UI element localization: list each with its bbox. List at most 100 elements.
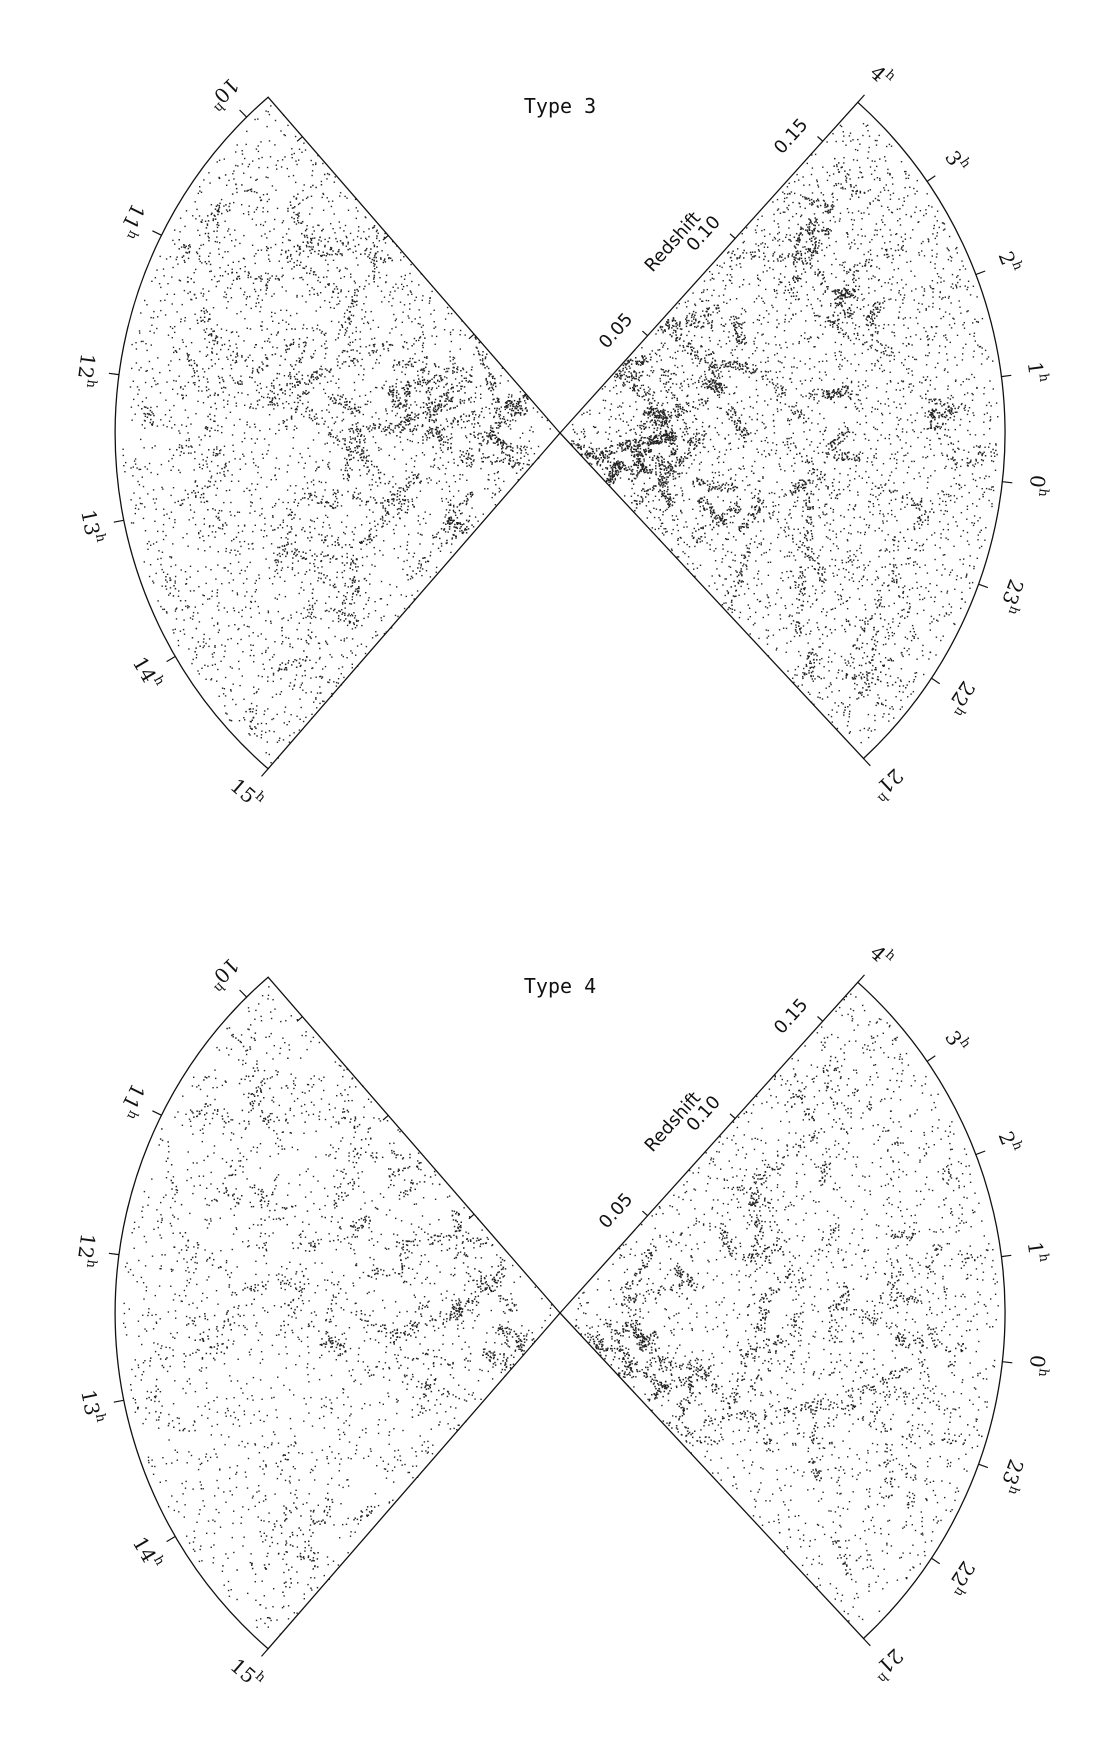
galaxy-point	[228, 461, 230, 463]
galaxy-point	[256, 298, 259, 300]
galaxy-point	[460, 454, 463, 456]
galaxy-point	[407, 486, 410, 489]
galaxy-point	[197, 375, 200, 378]
galaxy-point	[321, 230, 323, 232]
galaxy-point	[456, 522, 458, 524]
galaxy-point	[144, 466, 146, 468]
galaxy-point	[973, 446, 975, 448]
galaxy-point	[216, 236, 218, 238]
galaxy-point	[804, 379, 807, 381]
galaxy-point	[194, 451, 196, 453]
galaxy-point	[209, 418, 212, 421]
galaxy-point	[152, 582, 155, 584]
galaxy-point	[208, 638, 211, 640]
galaxy-point	[375, 481, 377, 483]
galaxy-point	[651, 366, 653, 368]
galaxy-point	[465, 371, 468, 373]
galaxy-point	[210, 406, 212, 408]
galaxy-point	[241, 356, 243, 358]
galaxy-point	[370, 528, 372, 530]
galaxy-point	[434, 428, 437, 431]
galaxy-point	[231, 434, 234, 436]
galaxy-point	[225, 490, 228, 492]
galaxy-point	[406, 403, 408, 405]
galaxy-point	[147, 548, 149, 550]
galaxy-point	[353, 300, 355, 303]
galaxy-point	[450, 519, 453, 521]
galaxy-point	[229, 209, 231, 212]
galaxy-point	[453, 504, 455, 507]
galaxy-point	[204, 331, 207, 333]
galaxy-point	[870, 253, 872, 256]
galaxy-point	[432, 466, 434, 468]
galaxy-point	[187, 292, 189, 295]
galaxy-point	[509, 400, 512, 402]
galaxy-point	[449, 522, 451, 524]
galaxy-point	[431, 335, 433, 337]
galaxy-point	[301, 581, 303, 583]
galaxy-point	[255, 224, 257, 226]
galaxy-point	[503, 421, 506, 424]
galaxy-point	[471, 455, 473, 457]
galaxy-point	[312, 164, 314, 166]
galaxy-point	[330, 368, 332, 370]
galaxy-point	[348, 316, 350, 319]
galaxy-point	[304, 149, 307, 151]
galaxy-point	[373, 345, 375, 348]
galaxy-point	[354, 289, 356, 291]
galaxy-point	[825, 353, 827, 355]
galaxy-point	[332, 556, 334, 559]
galaxy-point	[283, 407, 285, 409]
galaxy-point	[417, 370, 419, 372]
galaxy-point	[349, 602, 351, 605]
galaxy-point	[273, 293, 275, 295]
galaxy-point	[440, 528, 443, 530]
galaxy-point	[278, 278, 280, 280]
galaxy-point	[169, 587, 172, 589]
galaxy-point	[256, 705, 258, 707]
galaxy-point	[405, 366, 407, 369]
galaxy-point	[361, 542, 363, 544]
galaxy-point	[217, 512, 220, 514]
galaxy-point	[194, 382, 196, 384]
galaxy-point	[450, 400, 452, 402]
galaxy-point	[183, 246, 185, 248]
galaxy-point	[388, 480, 391, 483]
galaxy-point	[293, 207, 295, 209]
galaxy-point	[351, 585, 354, 587]
galaxy-point	[438, 366, 440, 368]
galaxy-point	[322, 521, 325, 524]
galaxy-point	[378, 447, 380, 449]
galaxy-point	[335, 285, 338, 288]
galaxy-point	[286, 553, 288, 555]
galaxy-point	[309, 213, 311, 215]
galaxy-point	[279, 364, 281, 366]
galaxy-point	[883, 515, 885, 517]
galaxy-point	[248, 733, 250, 735]
galaxy-point	[437, 408, 439, 411]
galaxy-point	[405, 463, 407, 465]
galaxy-point	[425, 366, 427, 369]
galaxy-point	[313, 415, 316, 418]
galaxy-point	[251, 543, 253, 545]
galaxy-point	[440, 424, 442, 426]
galaxy-point	[437, 407, 440, 409]
galaxy-point	[388, 388, 391, 391]
galaxy-point	[457, 390, 459, 392]
galaxy-point	[845, 618, 847, 621]
cone-0-group: 0.050.100.15Redshift10h11h12h13h14h15h4h…	[74, 60, 1052, 808]
galaxy-point	[461, 532, 463, 534]
galaxy-point	[335, 237, 337, 240]
galaxy-point	[362, 413, 364, 416]
galaxy-point	[255, 179, 257, 181]
galaxy-point	[230, 331, 233, 334]
galaxy-point	[302, 199, 304, 201]
galaxy-point	[430, 465, 432, 468]
galaxy-point	[388, 257, 390, 260]
galaxy-point	[428, 420, 431, 423]
galaxy-point	[353, 280, 356, 282]
galaxy-point	[254, 591, 257, 593]
galaxy-point	[287, 375, 290, 377]
galaxy-point	[229, 552, 231, 554]
galaxy-point	[249, 654, 252, 657]
